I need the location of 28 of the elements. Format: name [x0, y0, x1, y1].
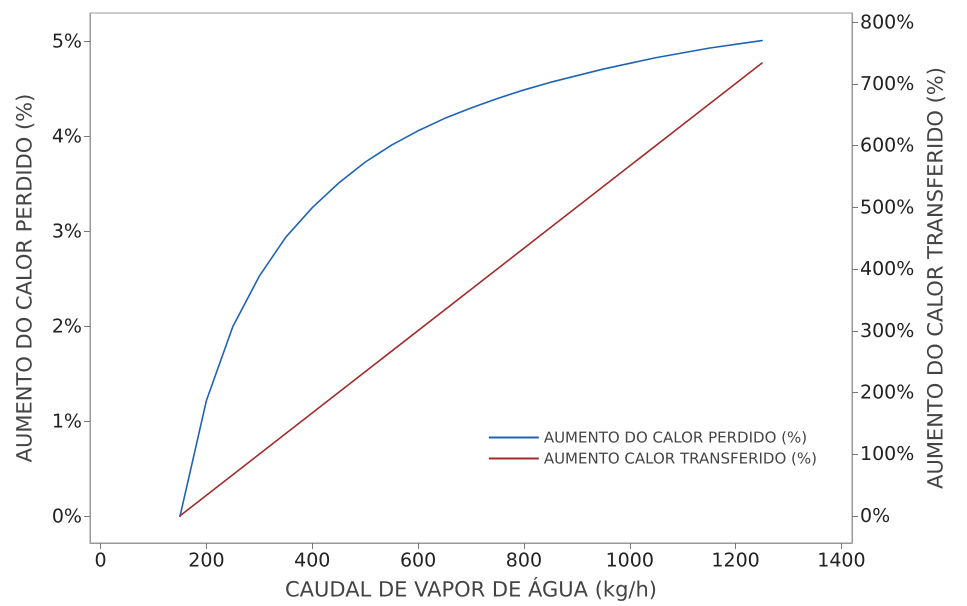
- y-tick-label: 3%: [52, 220, 82, 242]
- y-tick-label: 4%: [52, 125, 82, 148]
- y-tick-label: 2%: [52, 315, 82, 338]
- y2-tick-label: 400%: [860, 258, 914, 280]
- x-axis-title: CAUDAL DE VAPOR DE ÁGUA (kg/h): [285, 576, 657, 602]
- y2-axis-title: AUMENTO DO CALOR TRANSFERIDO (%): [924, 67, 948, 489]
- y2-tick-label: 700%: [860, 72, 914, 95]
- y2-tick-label: 800%: [860, 11, 914, 34]
- x-tick-label: 1400: [817, 550, 866, 572]
- y2-tick-label: 500%: [860, 196, 914, 218]
- x-tick-label: 200: [188, 550, 225, 572]
- x-tick-label: 800: [506, 550, 542, 572]
- x-tick-label: 400: [294, 550, 330, 572]
- legend-label: AUMENTO CALOR TRANSFERIDO (%): [544, 450, 817, 468]
- y2-tick-label: 100%: [860, 443, 914, 466]
- y2-tick-label: 0%: [860, 504, 890, 527]
- y-tick-label: 0%: [52, 505, 82, 528]
- y-axis-title: AUMENTO DO CALOR PERDIDO (%): [12, 94, 36, 462]
- x-tick-label: 600: [400, 550, 436, 572]
- y-tick-label: 1%: [52, 410, 82, 432]
- x-tick-label: 1200: [711, 550, 760, 572]
- x-tick-label: 1000: [606, 550, 654, 572]
- y2-tick-label: 300%: [860, 320, 914, 342]
- y2-tick-label: 200%: [860, 381, 914, 404]
- x-tick-label: 0: [94, 550, 107, 572]
- legend-label: AUMENTO DO CALOR PERDIDO (%): [544, 428, 808, 446]
- y-tick-label: 5%: [52, 30, 82, 52]
- y2-tick-label: 600%: [860, 134, 914, 157]
